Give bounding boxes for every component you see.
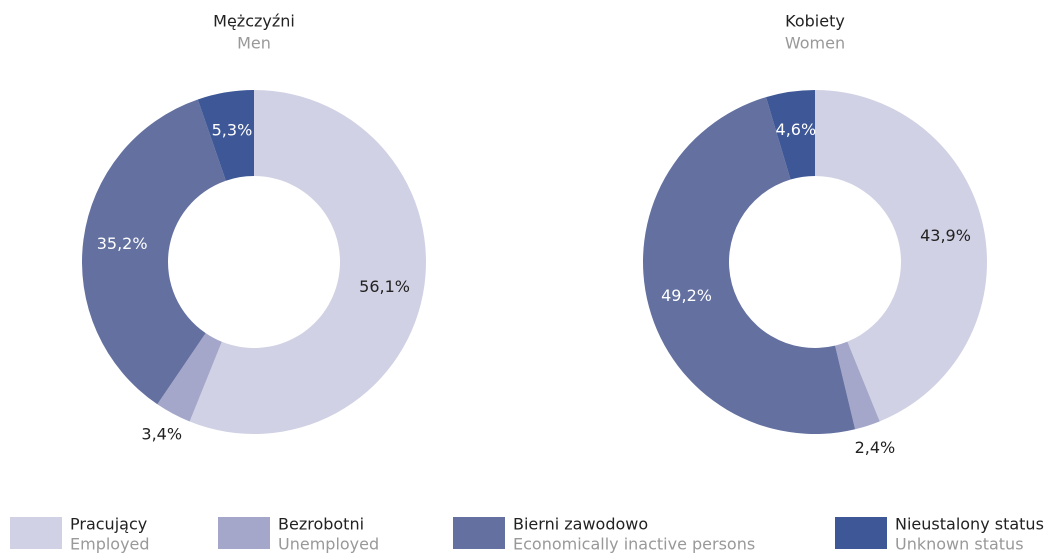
value-label: 3,4%: [141, 424, 182, 443]
legend-label: Nieustalony status: [895, 515, 1044, 534]
value-label: 56,1%: [359, 277, 410, 296]
chart-title: Kobiety: [785, 12, 845, 31]
donut-slice: [157, 333, 222, 422]
value-label: 49,2%: [661, 286, 712, 305]
value-label: 4,6%: [776, 120, 817, 139]
donut-slice: [815, 90, 987, 422]
value-label: 43,9%: [920, 226, 971, 245]
value-label: 5,3%: [212, 120, 253, 139]
donut-slice: [197, 90, 254, 181]
value-label: 2,4%: [855, 438, 896, 457]
donut-slice: [81, 99, 226, 405]
legend-swatch: [835, 517, 887, 549]
legend-sublabel: Employed: [70, 535, 150, 554]
chart-title: Mężczyźni: [213, 12, 295, 31]
chart-subtitle: Women: [785, 34, 845, 53]
legend-sublabel: Unknown status: [895, 535, 1024, 554]
legend-label: Pracujący: [70, 515, 147, 534]
donut-slice: [189, 90, 426, 434]
legend-swatch: [453, 517, 505, 549]
legend-label: Bierni zawodowo: [513, 515, 648, 534]
legend-sublabel: Economically inactive persons: [513, 535, 755, 554]
chart-subtitle: Men: [237, 34, 271, 53]
value-label: 35,2%: [97, 234, 148, 253]
donut-slice: [643, 97, 856, 434]
legend-sublabel: Unemployed: [278, 535, 379, 554]
legend-swatch: [218, 517, 270, 549]
legend-label: Bezrobotni: [278, 515, 364, 534]
donut-slice: [766, 90, 815, 180]
legend-swatch: [10, 517, 62, 549]
donut-slice: [835, 341, 880, 430]
